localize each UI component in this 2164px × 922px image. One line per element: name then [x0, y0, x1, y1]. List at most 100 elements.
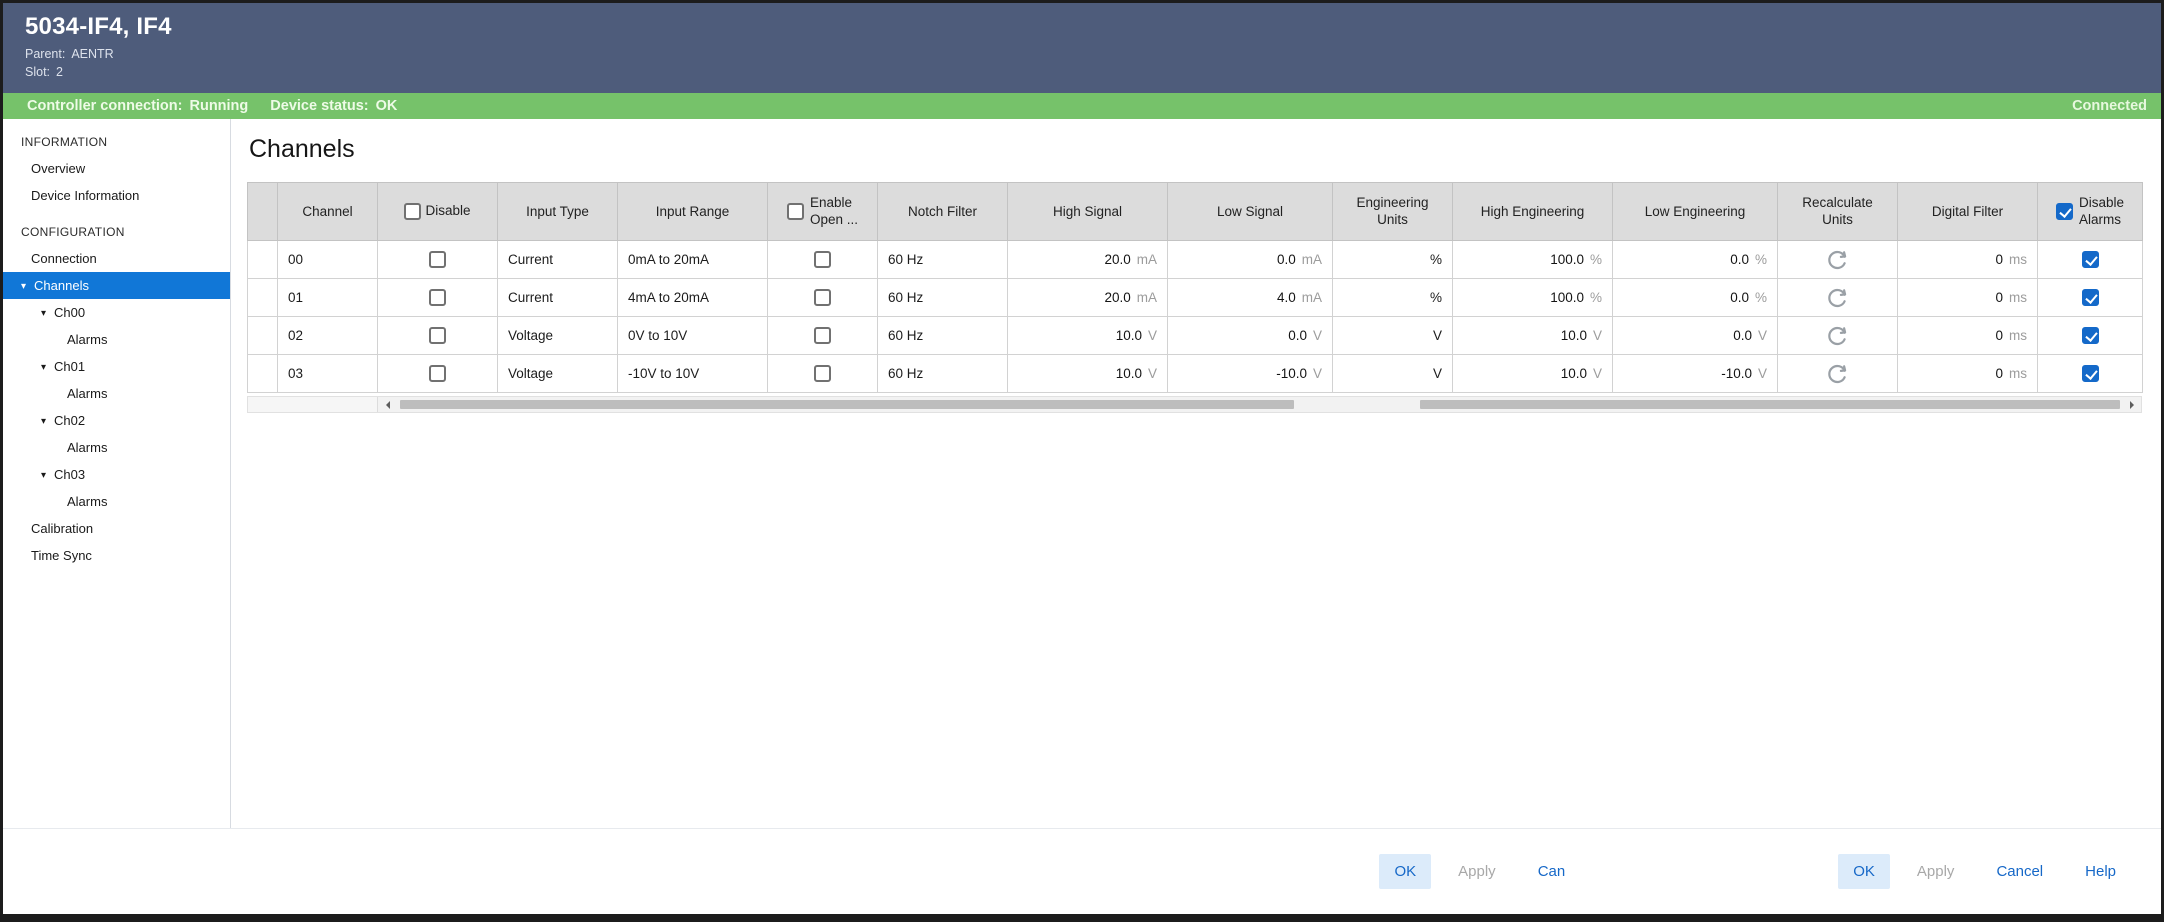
sidebar-item-ch00-alarms[interactable]: Alarms	[67, 332, 108, 347]
digital-filter-cell[interactable]: 0 ms	[1897, 240, 2038, 279]
disable-cell	[377, 316, 498, 355]
section-information: INFORMATION	[21, 135, 108, 149]
low-engineering-cell[interactable]: 0.0%	[1612, 278, 1778, 317]
high-engineering-cell[interactable]: 100.0%	[1452, 240, 1613, 279]
row-selector[interactable]	[247, 316, 278, 355]
sidebar-item-ch02[interactable]: ▾ Ch02	[3, 407, 230, 434]
input-range-cell[interactable]: 0V to 10V	[617, 316, 768, 355]
collapse-arrow-icon[interactable]: ▾	[41, 416, 47, 427]
low-signal-value: 0.0	[1276, 252, 1296, 267]
recalculate-icon[interactable]	[1823, 359, 1853, 389]
sidebar-item-overview[interactable]: Overview	[31, 161, 86, 176]
enable-open-checkbox[interactable]	[814, 365, 831, 382]
input-range-cell[interactable]: 4mA to 20mA	[617, 278, 768, 317]
input-type-cell[interactable]: Current	[497, 278, 618, 317]
disable-alarms-checkbox[interactable]	[2081, 251, 2099, 268]
notch-filter-cell[interactable]: 60 Hz	[877, 278, 1008, 317]
recalculate-icon[interactable]	[1823, 283, 1853, 313]
disable-all-checkbox[interactable]	[404, 203, 422, 220]
input-type-cell[interactable]: Voltage	[497, 354, 618, 393]
apply-button[interactable]: Apply	[1443, 854, 1511, 889]
high-signal-cell[interactable]: 20.0 mA	[1007, 240, 1168, 279]
recalculate-icon[interactable]	[1823, 245, 1853, 275]
sidebar-item-ch03[interactable]: ▾ Ch03	[3, 461, 230, 488]
collapse-arrow-icon[interactable]: ▾	[41, 308, 47, 319]
collapse-arrow-icon[interactable]: ▾	[21, 281, 27, 292]
disable-alarms-all-checkbox[interactable]	[2055, 203, 2073, 220]
digital-filter-cell[interactable]: 0 ms	[1897, 316, 2038, 355]
enable-open-checkbox[interactable]	[814, 251, 831, 268]
scroll-left-arrow-icon[interactable]	[379, 397, 397, 412]
row-selector[interactable]	[247, 354, 278, 393]
sidebar-item-ch00[interactable]: ▾ Ch00	[3, 299, 230, 326]
digital-filter-cell[interactable]: 0 ms	[1897, 354, 2038, 393]
high-signal-unit: mA	[1136, 290, 1157, 305]
apply-button[interactable]: Apply	[1902, 854, 1970, 889]
notch-filter-cell[interactable]: 60 Hz	[877, 240, 1008, 279]
disable-checkbox[interactable]	[429, 289, 446, 306]
help-button[interactable]: Help	[2070, 854, 2131, 889]
engineering-units-cell[interactable]: V	[1332, 316, 1453, 355]
low-signal-cell[interactable]: 0.0 V	[1167, 316, 1333, 355]
sidebar-item-ch01-alarms[interactable]: Alarms	[67, 386, 108, 401]
input-range-cell[interactable]: -10V to 10V	[617, 354, 768, 393]
sidebar-item-calibration[interactable]: Calibration	[31, 521, 94, 536]
sidebar-item-channels[interactable]: ▾ Channels	[3, 272, 230, 299]
row-selector[interactable]	[247, 278, 278, 317]
disable-checkbox[interactable]	[429, 365, 446, 382]
low-signal-cell[interactable]: 4.0 mA	[1167, 278, 1333, 317]
high-signal-cell[interactable]: 10.0 V	[1007, 354, 1168, 393]
low-engineering-cell[interactable]: -10.0 V	[1612, 354, 1778, 393]
high-signal-unit: mA	[1136, 252, 1157, 267]
enable-open-checkbox[interactable]	[814, 289, 831, 306]
cancel-button-truncated[interactable]: Can	[1523, 854, 1581, 889]
collapse-arrow-icon[interactable]: ▾	[41, 362, 47, 373]
ok-button[interactable]: OK	[1838, 854, 1890, 889]
digital-filter-value: 0	[1995, 328, 2003, 343]
input-type-cell[interactable]: Current	[497, 240, 618, 279]
high-engineering-cell[interactable]: 100.0%	[1452, 278, 1613, 317]
sidebar-item-device-information[interactable]: Device Information	[31, 188, 140, 203]
sidebar-item-ch02-alarms[interactable]: Alarms	[67, 440, 108, 455]
high-engineering-cell[interactable]: 10.0 V	[1452, 354, 1613, 393]
scrollbar-thumb[interactable]	[1420, 400, 2120, 409]
high-signal-cell[interactable]: 20.0 mA	[1007, 278, 1168, 317]
low-engineering-cell[interactable]: 0.0%	[1612, 240, 1778, 279]
ok-button[interactable]: OK	[1379, 854, 1432, 889]
disable-alarms-checkbox[interactable]	[2081, 327, 2099, 344]
scrollbar-thumb[interactable]	[400, 400, 1294, 409]
input-type-cell[interactable]: Voltage	[497, 316, 618, 355]
sidebar-item-ch01[interactable]: ▾ Ch01	[3, 353, 230, 380]
engineering-units-cell[interactable]: %	[1332, 240, 1453, 279]
enable-open-all-checkbox[interactable]	[786, 203, 804, 220]
scroll-right-arrow-icon[interactable]	[2123, 397, 2141, 412]
sidebar-item-connection[interactable]: Connection	[31, 251, 97, 266]
high-signal-cell[interactable]: 10.0 V	[1007, 316, 1168, 355]
cancel-button[interactable]: Cancel	[1981, 854, 2058, 889]
high-engineering-cell[interactable]: 10.0 V	[1452, 316, 1613, 355]
sidebar-item-ch02-label: Ch02	[54, 413, 86, 428]
engineering-units-cell[interactable]: V	[1332, 354, 1453, 393]
low-signal-value: 4.0	[1276, 290, 1296, 305]
sidebar-item-time-sync[interactable]: Time Sync	[31, 548, 92, 563]
collapse-arrow-icon[interactable]: ▾	[41, 470, 47, 481]
high-signal-value: 10.0	[1115, 366, 1142, 381]
enable-open-checkbox[interactable]	[814, 327, 831, 344]
disable-alarms-checkbox[interactable]	[2081, 365, 2099, 382]
row-selector[interactable]	[247, 240, 278, 279]
recalculate-icon[interactable]	[1823, 321, 1853, 351]
digital-filter-cell[interactable]: 0 ms	[1897, 278, 2038, 317]
horizontal-scrollbar[interactable]	[247, 396, 2142, 413]
low-engineering-cell[interactable]: 0.0 V	[1612, 316, 1778, 355]
low-signal-cell[interactable]: -10.0 V	[1167, 354, 1333, 393]
disable-checkbox[interactable]	[429, 327, 446, 344]
sidebar-item-ch03-alarms[interactable]: Alarms	[67, 494, 108, 509]
disable-checkbox[interactable]	[429, 251, 446, 268]
engineering-units-cell[interactable]: %	[1332, 278, 1453, 317]
low-signal-cell[interactable]: 0.0 mA	[1167, 240, 1333, 279]
disable-alarms-checkbox[interactable]	[2081, 289, 2099, 306]
input-range-cell[interactable]: 0mA to 20mA	[617, 240, 768, 279]
notch-filter-cell[interactable]: 60 Hz	[877, 316, 1008, 355]
notch-filter-cell[interactable]: 60 Hz	[877, 354, 1008, 393]
